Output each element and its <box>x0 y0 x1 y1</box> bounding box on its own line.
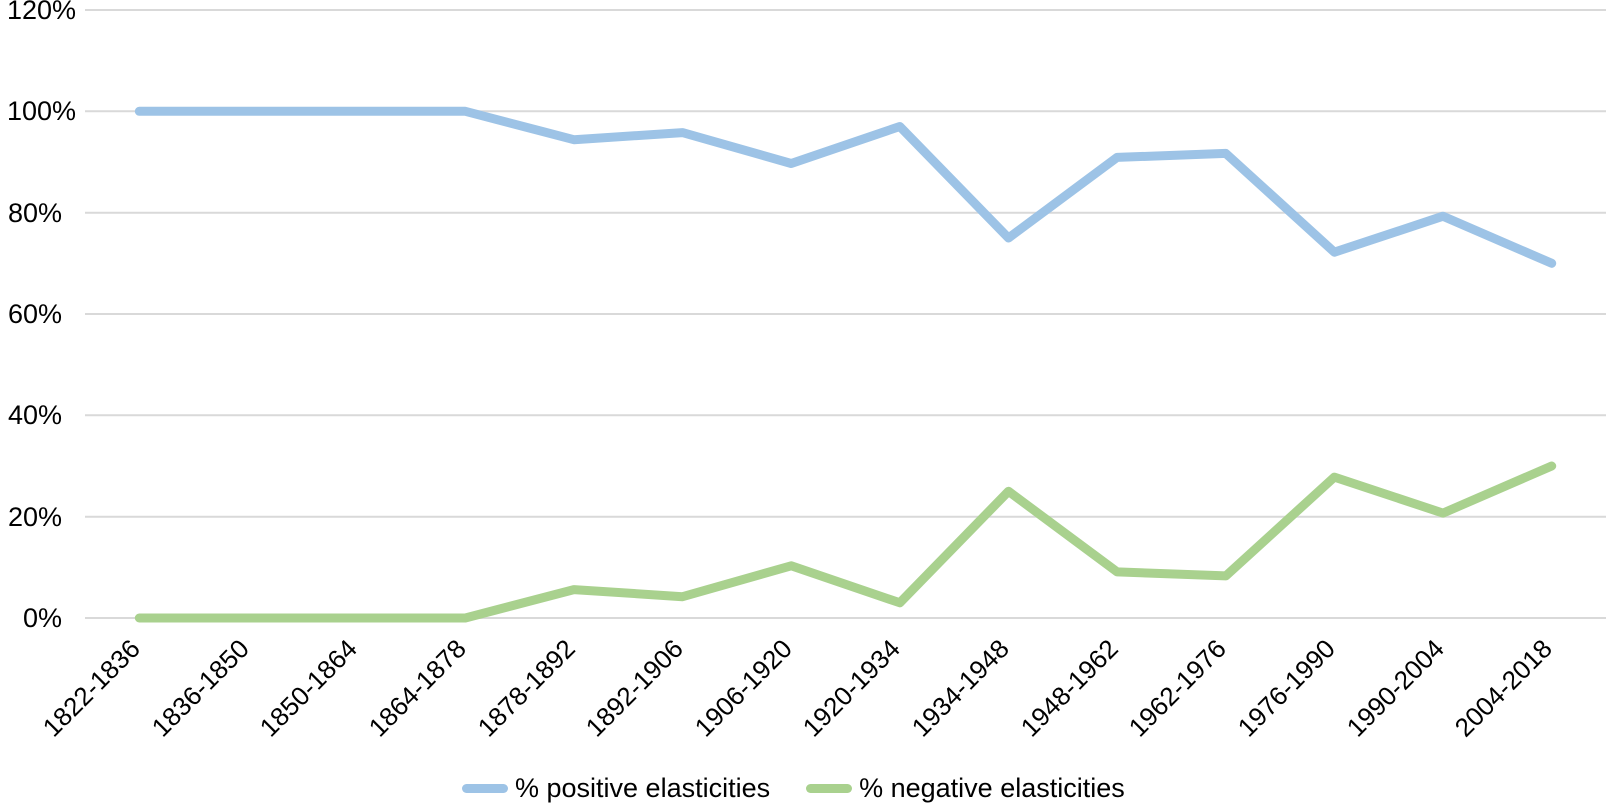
y-axis-tick-label: 120% <box>7 0 77 25</box>
y-axis-tick-label: 20% <box>7 501 62 532</box>
legend-item-positive: % positive elasticities <box>462 772 770 804</box>
positive-series-line <box>134 106 1557 268</box>
legend-label-positive: % positive elasticities <box>515 773 771 803</box>
y-axis-tick-label: 60% <box>7 299 62 329</box>
y-axis-tick-label: 0% <box>22 603 62 633</box>
negative-series-swatch-icon <box>806 783 853 793</box>
y-axis-tick-label: 40% <box>7 400 62 431</box>
y-axis-tick-label: 80% <box>7 197 62 228</box>
legend: % positive elasticities % negative elast… <box>462 772 1125 804</box>
y-axis-tick-label: 100% <box>7 96 77 127</box>
negative-series-line <box>134 461 1557 623</box>
legend-item-negative: % negative elasticities <box>806 772 1125 804</box>
positive-series-swatch-icon <box>462 783 508 793</box>
legend-label-negative: % negative elasticities <box>859 773 1125 803</box>
